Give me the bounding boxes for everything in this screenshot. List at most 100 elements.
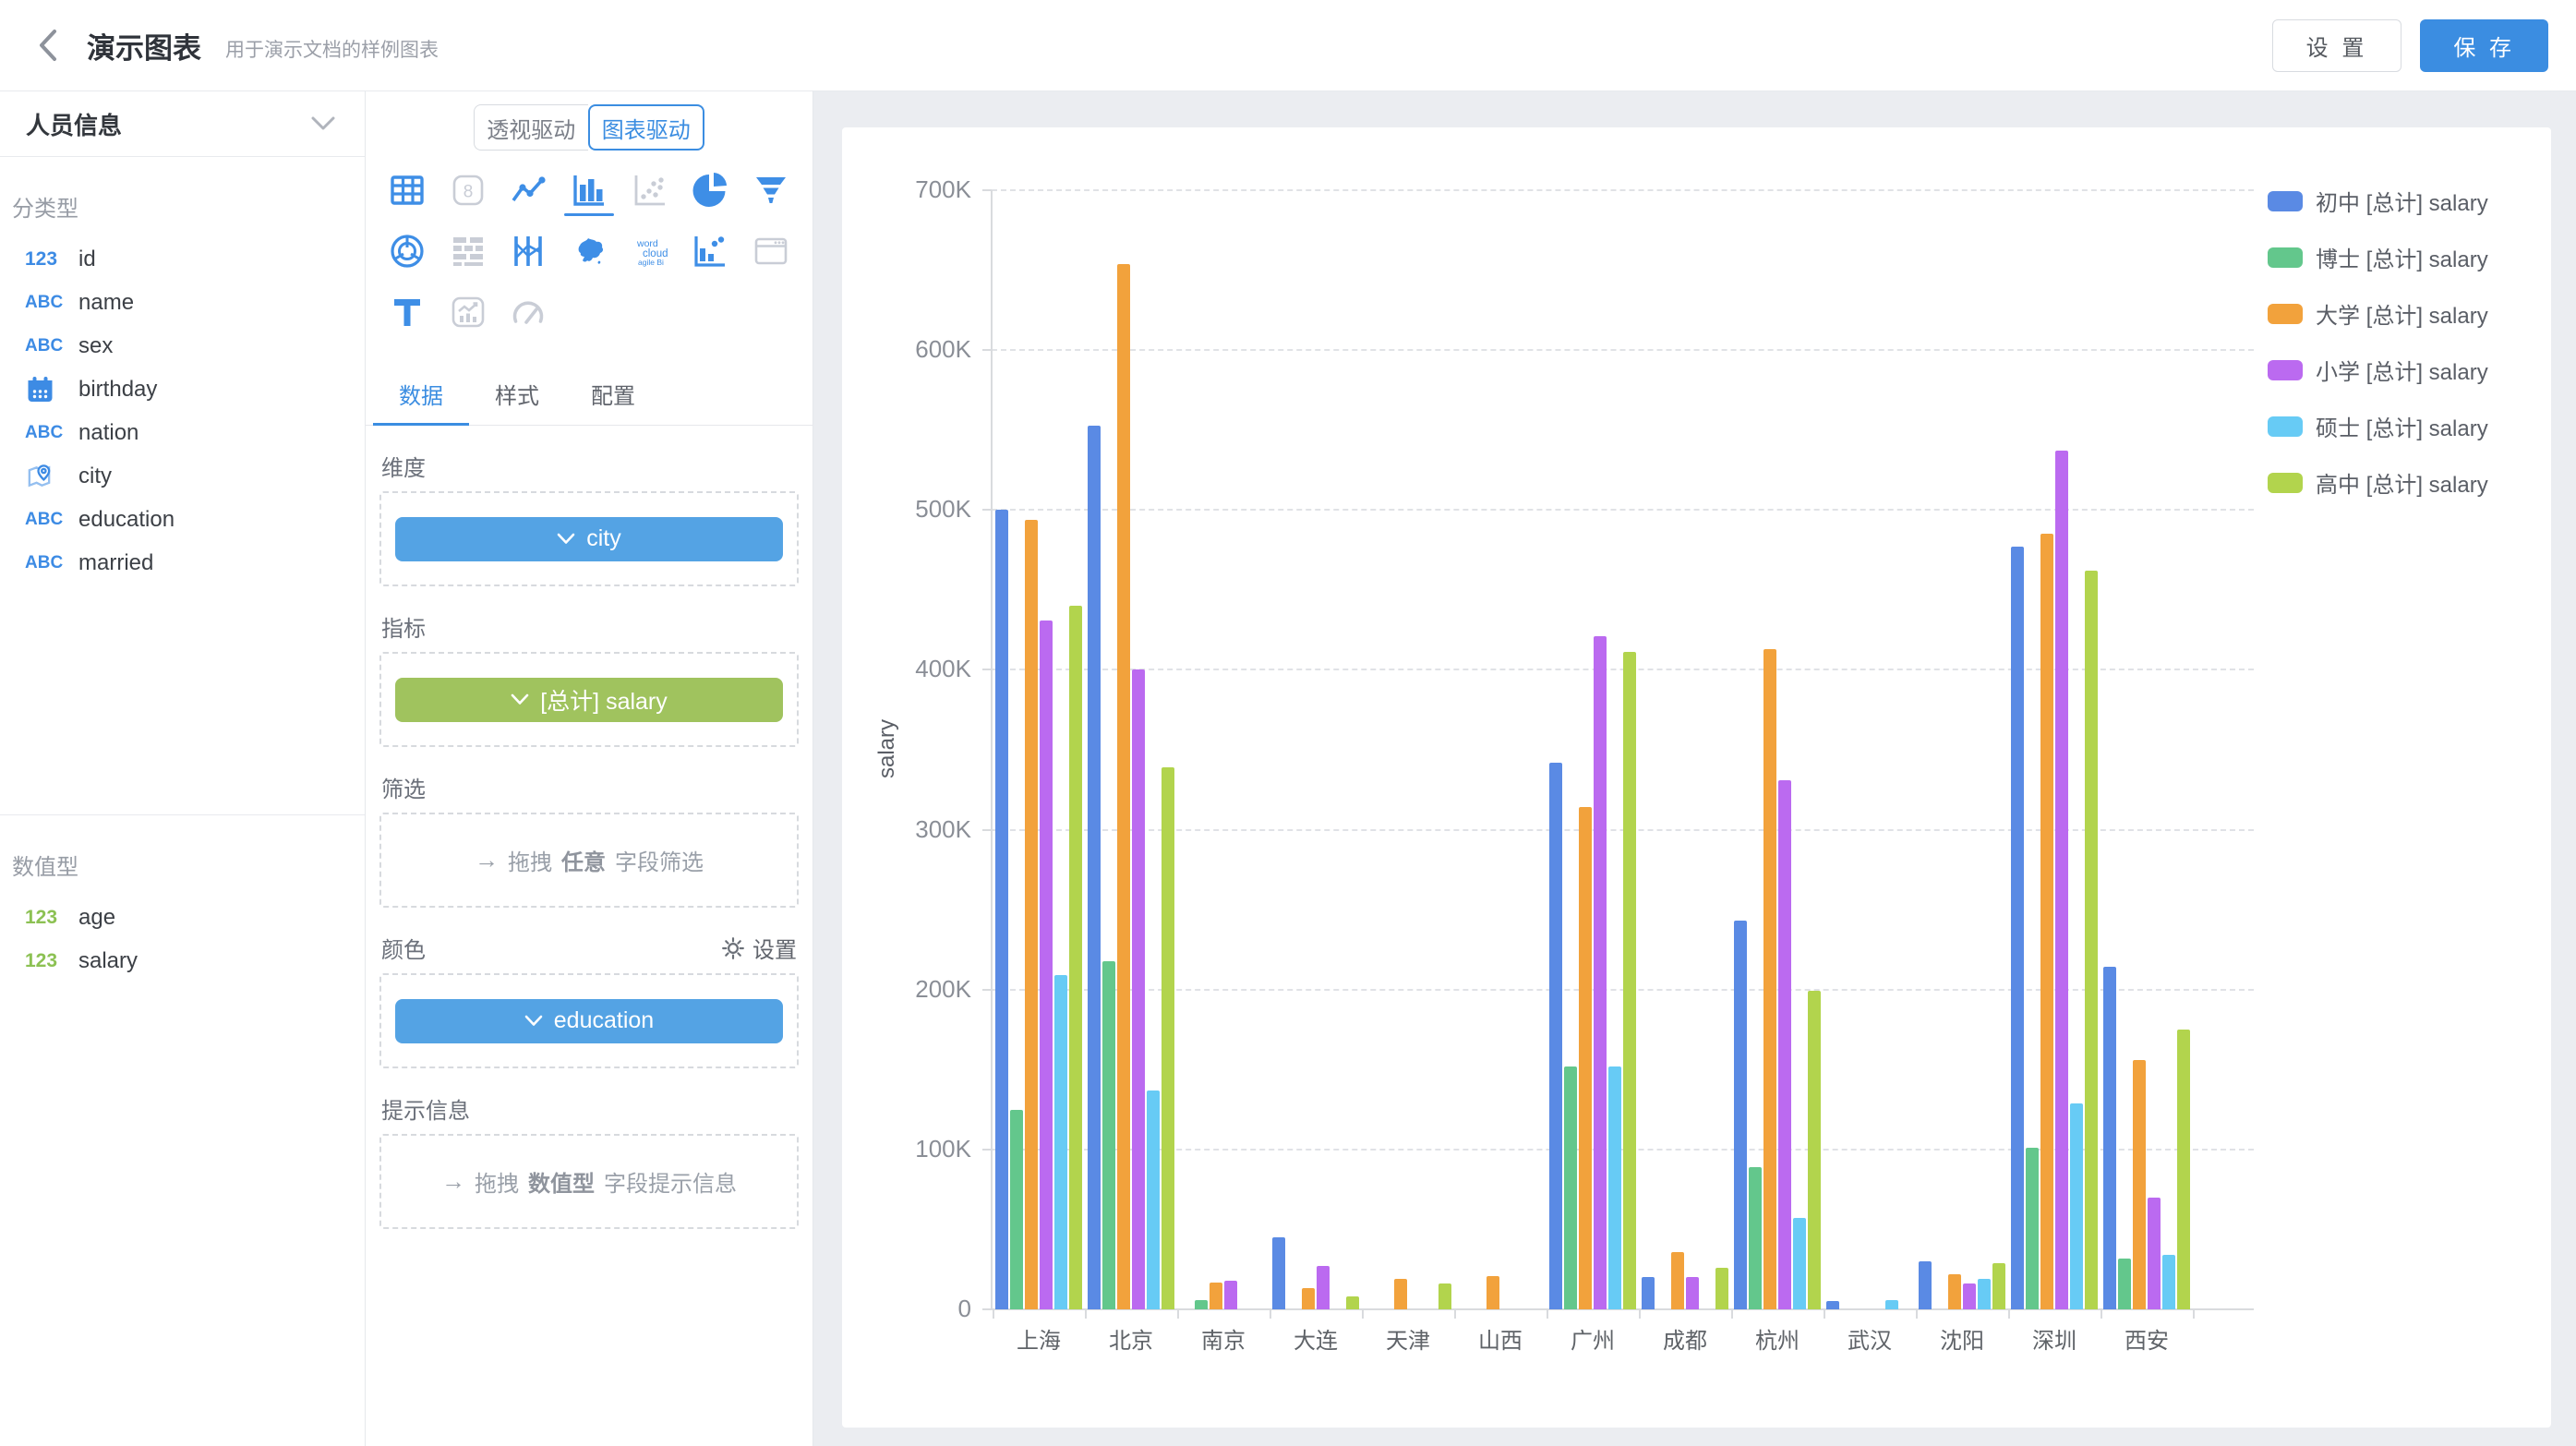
bar-杭州-5[interactable] xyxy=(1808,991,1821,1309)
bar-上海-4[interactable] xyxy=(1054,975,1067,1309)
bar-上海-3[interactable] xyxy=(1040,621,1053,1309)
field-item-birthday[interactable]: birthday xyxy=(0,368,365,411)
legend-item[interactable]: 初中 [总计] salary xyxy=(2268,185,2488,217)
legend-item[interactable]: 高中 [总计] salary xyxy=(2268,466,2488,499)
bar-杭州-4[interactable] xyxy=(1793,1218,1806,1309)
chart-type-funnel-icon[interactable] xyxy=(740,163,801,224)
chart-type-text-icon[interactable] xyxy=(377,285,438,346)
bar-南京-2[interactable] xyxy=(1210,1283,1222,1309)
bar-广州-3[interactable] xyxy=(1594,636,1607,1309)
field-item-id[interactable]: 123id xyxy=(0,237,365,281)
dimension-pill-city[interactable]: city xyxy=(395,517,783,561)
bar-北京-0[interactable] xyxy=(1088,426,1101,1309)
bar-武汉-0[interactable] xyxy=(1826,1301,1839,1309)
bar-大连-5[interactable] xyxy=(1346,1296,1359,1309)
field-item-salary[interactable]: 123salary xyxy=(0,939,365,982)
chart-type-radar-icon[interactable] xyxy=(377,224,438,285)
color-dropzone[interactable]: education xyxy=(379,973,799,1068)
chart-type-parallel-icon[interactable] xyxy=(498,224,559,285)
bar-西安-1[interactable] xyxy=(2118,1259,2131,1309)
bar-西安-3[interactable] xyxy=(2148,1198,2161,1309)
bar-北京-1[interactable] xyxy=(1102,961,1115,1309)
chart-type-combo-icon[interactable] xyxy=(680,224,741,285)
bar-深圳-3[interactable] xyxy=(2055,451,2068,1309)
tooltip-dropzone[interactable]: → 拖拽数值型字段提示信息 xyxy=(379,1134,799,1229)
bar-杭州-2[interactable] xyxy=(1763,649,1776,1309)
field-item-name[interactable]: ABCname xyxy=(0,281,365,324)
bar-广州-0[interactable] xyxy=(1549,763,1562,1309)
bar-广州-1[interactable] xyxy=(1564,1066,1577,1309)
bar-沈阳-0[interactable] xyxy=(1919,1261,1932,1309)
bar-沈阳-3[interactable] xyxy=(1963,1283,1976,1309)
bar-西安-5[interactable] xyxy=(2177,1030,2190,1309)
color-settings-button[interactable]: 设置 xyxy=(721,932,797,964)
field-item-city[interactable]: city xyxy=(0,454,365,498)
bar-深圳-5[interactable] xyxy=(2085,571,2098,1309)
bar-广州-5[interactable] xyxy=(1623,652,1636,1309)
filter-dropzone[interactable]: → 拖拽任意字段筛选 xyxy=(379,813,799,908)
bar-西安-0[interactable] xyxy=(2103,967,2116,1309)
bar-成都-0[interactable] xyxy=(1642,1277,1655,1309)
tab-配置[interactable]: 配置 xyxy=(565,368,661,425)
bar-上海-5[interactable] xyxy=(1069,606,1082,1309)
bar-上海-2[interactable] xyxy=(1025,520,1038,1309)
chart-type-map-china-icon[interactable] xyxy=(559,224,620,285)
bar-成都-2[interactable] xyxy=(1671,1252,1684,1309)
bar-成都-5[interactable] xyxy=(1715,1268,1728,1309)
bar-深圳-2[interactable] xyxy=(2040,534,2053,1309)
bar-杭州-0[interactable] xyxy=(1734,921,1747,1309)
bar-沈阳-5[interactable] xyxy=(1992,1263,2005,1309)
bar-西安-2[interactable] xyxy=(2133,1060,2146,1309)
legend-item[interactable]: 硕士 [总计] salary xyxy=(2268,410,2488,442)
field-item-education[interactable]: ABCeducation xyxy=(0,498,365,541)
bar-上海-0[interactable] xyxy=(995,510,1008,1309)
bar-杭州-1[interactable] xyxy=(1749,1167,1762,1309)
mode-button-pivot[interactable]: 透视驱动 xyxy=(474,104,588,151)
color-pill-education[interactable]: education xyxy=(395,999,783,1043)
field-item-age[interactable]: 123age xyxy=(0,896,365,939)
bar-大连-0[interactable] xyxy=(1272,1237,1285,1309)
bar-北京-2[interactable] xyxy=(1117,264,1130,1309)
save-button[interactable]: 保 存 xyxy=(2420,19,2548,72)
measure-dropzone[interactable]: [总计] salary xyxy=(379,652,799,747)
measure-pill-salary[interactable]: [总计] salary xyxy=(395,678,783,722)
bar-深圳-0[interactable] xyxy=(2011,547,2024,1309)
chart-type-bar-icon[interactable] xyxy=(559,163,620,224)
back-button[interactable] xyxy=(28,25,68,66)
field-item-sex[interactable]: ABCsex xyxy=(0,324,365,368)
bar-大连-2[interactable] xyxy=(1302,1288,1315,1309)
bar-深圳-1[interactable] xyxy=(2026,1148,2039,1309)
bar-北京-3[interactable] xyxy=(1132,669,1145,1309)
dimension-dropzone[interactable]: city xyxy=(379,491,799,586)
bar-沈阳-2[interactable] xyxy=(1948,1274,1961,1309)
bar-山西-2[interactable] xyxy=(1487,1276,1499,1309)
bar-杭州-3[interactable] xyxy=(1778,780,1791,1309)
bar-西安-4[interactable] xyxy=(2162,1255,2175,1309)
bar-深圳-4[interactable] xyxy=(2070,1103,2083,1309)
legend-item[interactable]: 博士 [总计] salary xyxy=(2268,241,2488,273)
bar-北京-5[interactable] xyxy=(1162,767,1174,1309)
bar-广州-4[interactable] xyxy=(1608,1066,1621,1309)
tab-数据[interactable]: 数据 xyxy=(373,368,469,425)
field-item-married[interactable]: ABCmarried xyxy=(0,541,365,584)
chart-type-line-icon[interactable] xyxy=(498,163,559,224)
bar-大连-3[interactable] xyxy=(1317,1266,1330,1309)
chart-type-pie-icon[interactable] xyxy=(680,163,741,224)
bar-沈阳-4[interactable] xyxy=(1978,1279,1991,1309)
bar-南京-3[interactable] xyxy=(1224,1281,1237,1309)
chart-type-word-cloud-icon[interactable]: wordcloudagile Bi xyxy=(620,224,680,285)
legend-item[interactable]: 小学 [总计] salary xyxy=(2268,354,2488,386)
bar-武汉-4[interactable] xyxy=(1885,1300,1898,1309)
field-item-nation[interactable]: ABCnation xyxy=(0,411,365,454)
bar-成都-3[interactable] xyxy=(1686,1277,1699,1309)
chart-type-table-icon[interactable] xyxy=(377,163,438,224)
bar-天津-2[interactable] xyxy=(1394,1279,1407,1309)
bar-广州-2[interactable] xyxy=(1579,807,1592,1309)
tab-样式[interactable]: 样式 xyxy=(469,368,565,425)
bar-上海-1[interactable] xyxy=(1010,1110,1023,1309)
bar-北京-4[interactable] xyxy=(1147,1091,1160,1309)
mode-button-chart[interactable]: 图表驱动 xyxy=(588,104,705,151)
dataset-selector[interactable]: 人员信息 xyxy=(0,91,365,157)
settings-button[interactable]: 设 置 xyxy=(2272,19,2402,72)
bar-南京-1[interactable] xyxy=(1195,1300,1208,1309)
